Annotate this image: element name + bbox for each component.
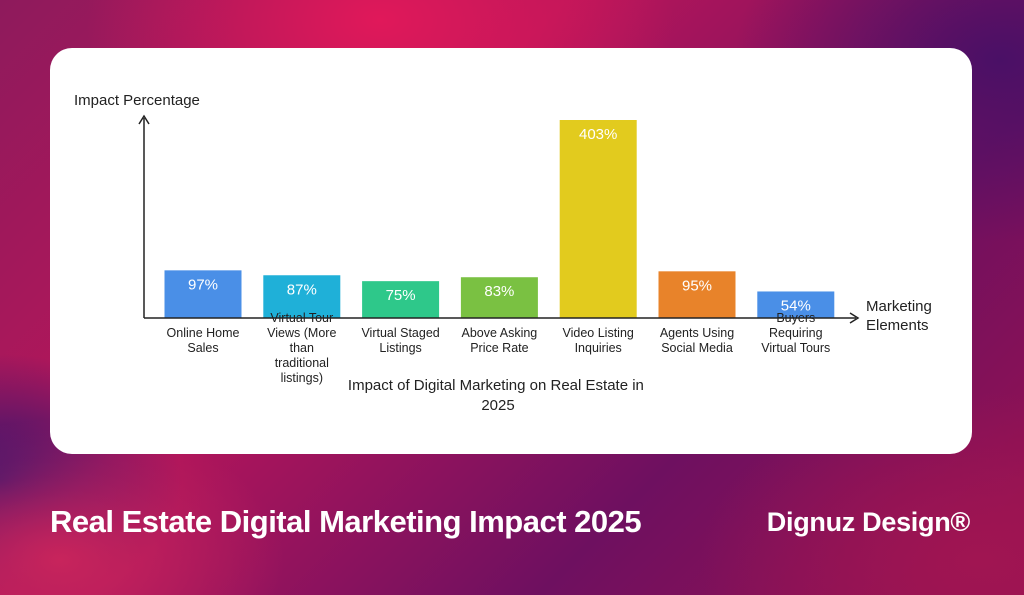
category-tick-label-2: Virtual Staged Listings	[361, 326, 439, 355]
bar-value-label-3: 83%	[484, 283, 514, 300]
bar-3	[460, 277, 538, 318]
bar-5	[658, 271, 736, 318]
chart-title: Impact of Digital Marketing on Real Esta…	[348, 377, 648, 414]
y-axis-label: Impact Percentage	[74, 92, 200, 109]
bar-value-label-5: 95%	[682, 277, 712, 294]
x-axis-arrow	[849, 312, 860, 324]
category-tick-label-1: Virtual Tour Views (More than traditional li…	[267, 311, 336, 385]
brand-logo-text: Dignuz Design®	[766, 507, 971, 537]
category-tick-label-5: Agents Using Social Media	[660, 326, 734, 355]
bar-value-label-0: 97%	[188, 276, 218, 293]
bar-4	[559, 120, 637, 318]
bar-chart: 97% Online Home Sales 87% Virtual Tour Views …	[74, 92, 936, 414]
chart-card: 97% Online Home Sales 87% Virtual Tour Views …	[50, 48, 972, 454]
y-axis-arrow	[138, 114, 150, 125]
footer-title: Real Estate Digital Marketing Impact 202…	[50, 504, 642, 539]
category-tick-label-4: Video Listing Inquiries	[563, 326, 634, 355]
bar-value-label-4: 403%	[579, 126, 617, 143]
bar-value-label-2: 75%	[386, 287, 416, 304]
bar-value-label-1: 87%	[287, 281, 317, 298]
bar-1	[263, 275, 341, 318]
bar-6	[757, 291, 835, 318]
bar-2	[362, 281, 440, 318]
category-tick-label-0: Online Home Sales	[167, 326, 240, 355]
bar-0	[164, 270, 242, 318]
x-axis-label: Marketing Elements	[866, 298, 936, 334]
bar-value-label-6: 54%	[781, 297, 811, 314]
category-tick-label-3: Above Asking Price Rate	[462, 326, 538, 355]
